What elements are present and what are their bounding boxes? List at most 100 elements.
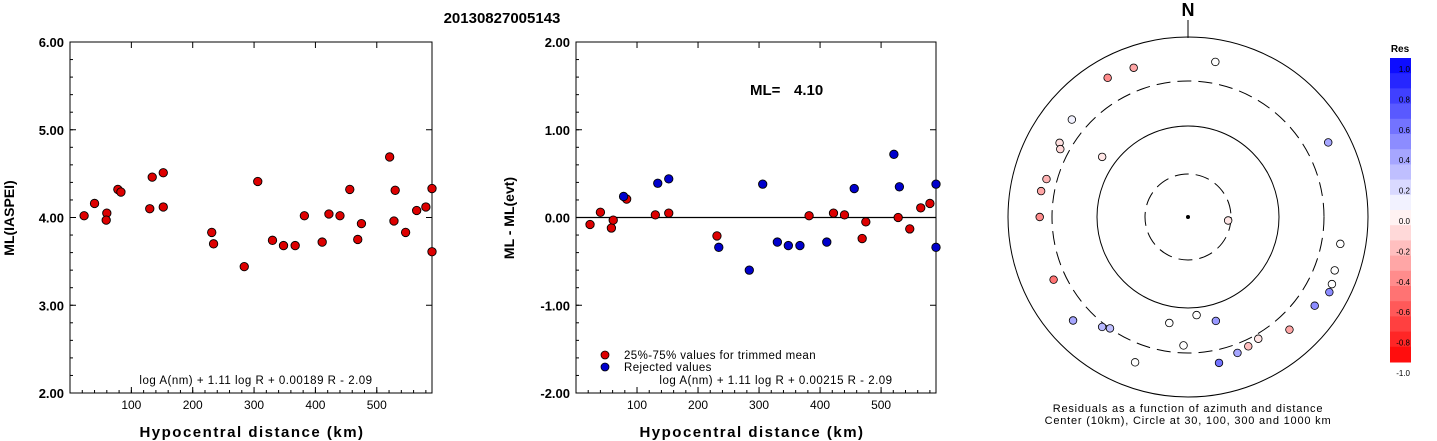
colorbar-title: Res <box>1391 44 1410 55</box>
left-data-point <box>253 176 263 187</box>
trimmed-data-point <box>606 223 617 233</box>
colorbar-tick-label: -0.2 <box>1396 247 1410 256</box>
left-plot-frame <box>69 41 433 394</box>
left-data-point <box>385 152 395 162</box>
figure-title: 20130827005143 <box>444 10 561 27</box>
trimmed-data-point <box>664 208 674 218</box>
polar-plot: N Residuals as a function of azimuth and… <box>1007 0 1369 427</box>
polar-data-point <box>1036 186 1046 196</box>
trimmed-data-point <box>650 210 660 220</box>
colorbar-tick-label: 0.0 <box>1399 217 1411 226</box>
legend-rejected-label: Rejected values <box>624 362 712 374</box>
polar-ring-1000km <box>1007 36 1369 398</box>
polar-data-point <box>1192 310 1201 320</box>
rejected-data-point <box>618 191 629 202</box>
left-data-point <box>421 202 431 212</box>
left-data-point <box>147 172 157 182</box>
left-data-point <box>345 184 355 195</box>
left-data-point <box>145 204 155 214</box>
rejected-data-point <box>822 237 832 247</box>
colorbar-cell <box>1390 134 1411 150</box>
left-data-point <box>79 211 89 221</box>
left-plot-formula: log A(nm) + 1.11 log R + 0.00189 R - 2.0… <box>139 375 372 387</box>
left-plot-x-tick-label: 200 <box>183 398 203 412</box>
colorbar-cell <box>1390 286 1411 302</box>
polar-data-point <box>1211 57 1220 67</box>
middle-plot-x-tick-label: 500 <box>871 398 891 412</box>
trimmed-data-point <box>828 208 839 218</box>
middle-plot-x-tick-label: 400 <box>810 398 830 412</box>
colorbar-cell <box>1390 164 1411 181</box>
left-data-point <box>89 198 100 209</box>
trimmed-data-point <box>916 203 926 213</box>
middle-plot-formula: log A(nm) + 1.11 log R + 0.00215 R - 2.0… <box>659 375 892 387</box>
left-data-point <box>324 209 334 219</box>
polar-data-point <box>1165 318 1174 328</box>
rejected-data-point <box>714 242 724 252</box>
middle-plot-y-ticks: 2.00 1.00 0.00 -1.00 -2.00 <box>540 35 936 401</box>
polar-data-point <box>1056 144 1065 154</box>
middle-plot-points <box>585 149 941 275</box>
trimmed-data-point <box>712 231 722 241</box>
polar-center-marker <box>1186 215 1190 219</box>
middle-plot-x-ticks: 100 200 300 400 500 <box>587 42 931 412</box>
middle-plot-y-tick-label: -2.00 <box>540 386 570 401</box>
left-data-point <box>335 211 345 221</box>
rejected-data-point <box>783 240 793 251</box>
left-plot: 6.00 5.00 4.00 3.00 2.00 100 200 300 400 500 ML(… <box>1 35 437 441</box>
rejected-data-point <box>744 265 754 275</box>
ml-label: ML= <box>750 82 781 99</box>
colorbar-cell <box>1390 210 1411 226</box>
colorbar-tick-label: -0.4 <box>1396 278 1410 287</box>
polar-data-point <box>1336 239 1345 249</box>
rejected-data-point <box>795 240 805 251</box>
polar-data-point <box>1042 174 1051 184</box>
polar-data-point <box>1179 341 1188 350</box>
trimmed-data-point <box>595 207 606 217</box>
polar-data-point <box>1068 316 1078 325</box>
polar-ring-30km <box>1144 173 1232 261</box>
colorbar-cell <box>1390 58 1411 74</box>
rejected-data-point <box>931 242 941 252</box>
trimmed-data-point <box>839 210 850 220</box>
trimmed-data-point <box>585 219 595 230</box>
colorbar-cell <box>1390 346 1411 363</box>
colorbar-cell <box>1390 316 1411 333</box>
polar-data-point <box>1310 301 1319 310</box>
left-plot-y-axis-label: ML(IASPEI) <box>1 180 17 255</box>
north-label: N <box>1182 0 1195 20</box>
polar-data-point <box>1097 152 1107 162</box>
trimmed-data-point <box>861 217 871 227</box>
polar-data-point <box>1327 279 1337 289</box>
middle-plot-x-tick-label: 100 <box>627 398 647 412</box>
left-data-point <box>158 202 168 212</box>
left-data-point <box>427 247 437 257</box>
middle-plot: 2.00 1.00 0.00 -1.00 -2.00 100 200 300 400 500 M… <box>501 35 941 441</box>
left-plot-x-tick-label: 400 <box>305 398 325 412</box>
legend-trimmed-marker <box>600 350 610 360</box>
left-plot-x-axis-label: Hypocentral distance (km) <box>139 424 364 441</box>
colorbar-cell <box>1390 270 1411 287</box>
rejected-data-point <box>849 183 859 194</box>
left-data-point <box>412 205 422 216</box>
polar-ring-100km <box>1096 125 1280 309</box>
left-data-point <box>116 187 126 197</box>
trimmed-data-point <box>804 211 814 221</box>
polar-data-point <box>1097 322 1107 332</box>
colorbar-cell <box>1390 149 1411 165</box>
colorbar-tick-label: 1.0 <box>1399 65 1411 74</box>
colorbar-cell <box>1390 73 1411 89</box>
colorbar-tick-label: -0.8 <box>1396 339 1410 348</box>
left-plot-y-tick-label: 6.00 <box>39 35 64 50</box>
colorbar-tick-label: 0.8 <box>1399 95 1411 104</box>
left-plot-y-tick-label: 4.00 <box>39 211 64 226</box>
trimmed-data-point <box>857 233 867 244</box>
polar-ring-300km <box>1051 80 1325 354</box>
left-data-point <box>390 185 400 195</box>
rejected-data-point <box>664 174 674 184</box>
polar-data-point <box>1130 358 1140 367</box>
polar-caption-line1: Residuals as a function of azimuth and d… <box>1053 403 1324 415</box>
legend-rejected-marker <box>600 362 610 372</box>
colorbar-cell <box>1390 225 1411 241</box>
